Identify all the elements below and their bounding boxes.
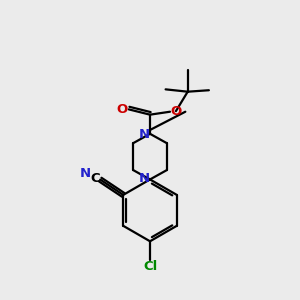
Text: N: N — [139, 172, 150, 185]
Text: O: O — [117, 103, 128, 116]
Text: C: C — [90, 172, 100, 185]
Text: Cl: Cl — [143, 260, 157, 272]
Text: N: N — [80, 167, 91, 180]
Text: N: N — [139, 128, 150, 142]
Text: O: O — [170, 105, 182, 118]
